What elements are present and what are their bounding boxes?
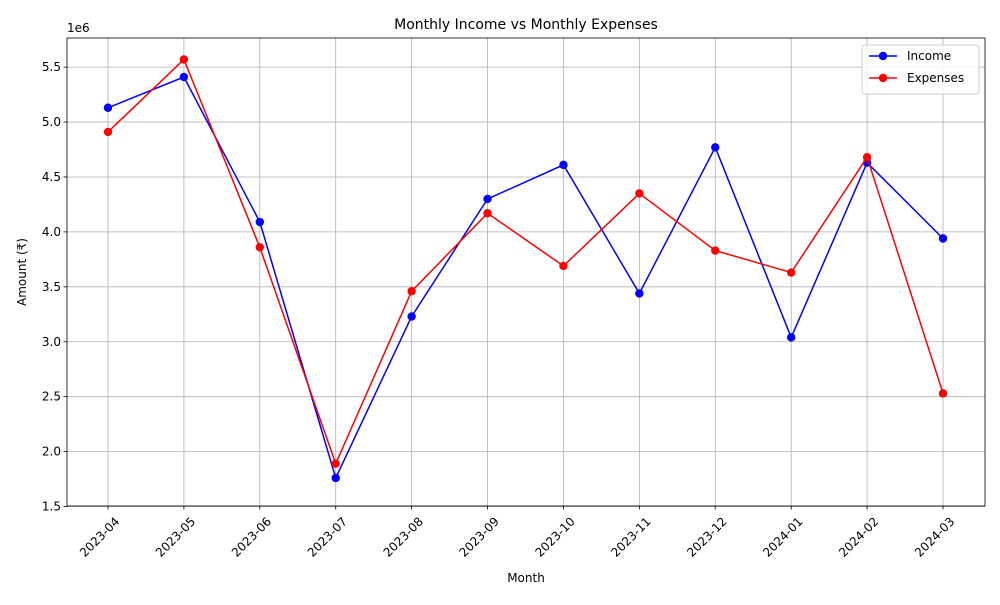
data-point-income (179, 72, 189, 82)
chart-title: Monthly Income vs Monthly Expenses (394, 17, 658, 33)
legend-box (861, 44, 980, 95)
data-point-expenses (103, 127, 113, 137)
data-point-expenses (786, 268, 796, 277)
axes-frame (66, 37, 986, 507)
y-tick-label: 2.5 (42, 390, 61, 404)
y-tick-label: 2.0 (42, 445, 61, 459)
data-point-expenses (255, 243, 265, 252)
data-point-expenses (483, 209, 492, 218)
data-point-expenses (407, 287, 416, 296)
legend-label-income: Income (907, 49, 951, 63)
data-point-income (559, 160, 568, 170)
data-point-income (483, 194, 492, 204)
y-offset-label: 1e6 (67, 21, 90, 35)
data-point-expenses (635, 189, 644, 198)
y-tick-label: 4.5 (42, 170, 61, 184)
legend-marker-income (878, 51, 888, 61)
data-point-expenses (862, 152, 872, 162)
data-point-expenses (331, 459, 340, 468)
y-tick-label: 3.0 (42, 335, 61, 349)
data-point-income (786, 333, 796, 342)
data-point-expenses (938, 389, 948, 398)
legend: Income Expenses (861, 44, 980, 95)
data-point-expenses (559, 261, 568, 271)
y-tick-label: 5.0 (42, 115, 61, 129)
data-point-expenses (711, 246, 720, 255)
data-point-income (407, 312, 416, 321)
data-point-income (331, 473, 340, 483)
series-line-expenses (107, 58, 944, 466)
y-tick-label: 5.5 (42, 60, 61, 74)
legend-marker-expenses (878, 73, 888, 83)
data-point-income (103, 103, 113, 112)
data-point-income (711, 143, 720, 152)
y-tick-label: 1.5 (42, 500, 61, 514)
y-axis-label: Amount (₹) (15, 238, 29, 306)
y-tick-label: 4.0 (42, 225, 61, 239)
x-axis-label: Month (507, 571, 545, 585)
data-point-expenses (179, 55, 189, 64)
series-line-income (107, 76, 944, 481)
y-tick-label: 3.5 (42, 280, 61, 294)
data-point-income (635, 289, 644, 298)
data-point-income (938, 234, 948, 243)
legend-label-expenses: Expenses (907, 71, 964, 85)
data-point-income (255, 217, 265, 227)
